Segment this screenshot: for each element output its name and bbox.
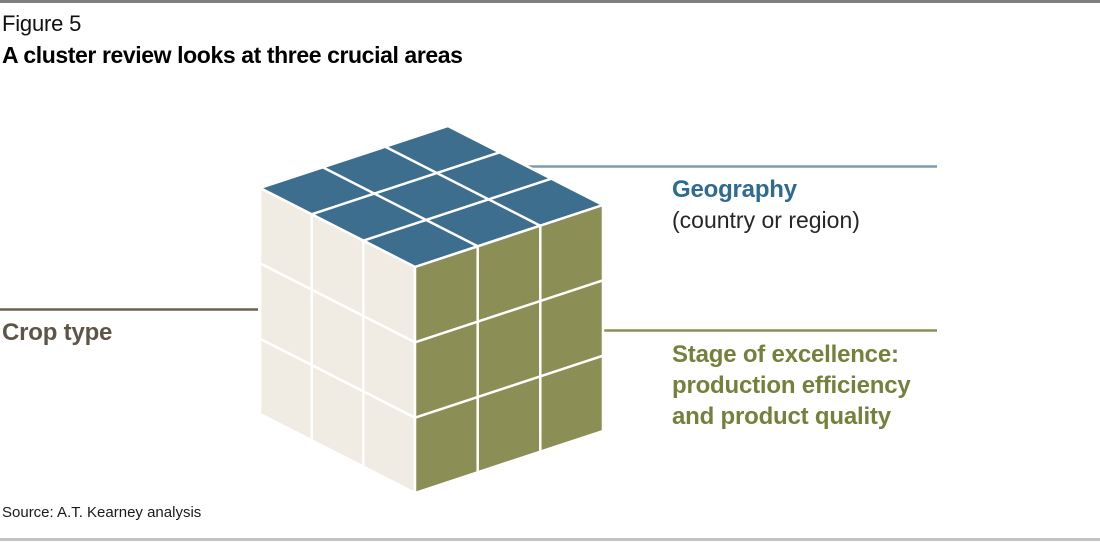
stage-label-group: Stage of excellence: production efficien…: [672, 339, 911, 432]
left-face-grid: [259, 214, 416, 467]
figure-title: A cluster review looks at three crucial …: [2, 42, 463, 68]
top-face-grid: [311, 145, 552, 248]
stage-label-line-3: and product quality: [672, 403, 891, 430]
geography-label-group: Geography (country or region): [672, 174, 860, 236]
bottom-rule: [0, 538, 1100, 541]
source-text: Source: A.T. Kearney analysis: [2, 504, 202, 521]
right-face-grid: [414, 225, 604, 473]
cube: [258, 124, 605, 495]
stage-label-line-2: production efficiency: [672, 372, 911, 399]
figure-label: Figure 5: [2, 11, 82, 36]
stage-label-line-1: Stage of excellence:: [672, 341, 899, 368]
cube-grid-lines: [259, 145, 604, 473]
geography-label: Geography: [672, 176, 797, 203]
top-rule: [0, 0, 1100, 3]
geography-sublabel: (country or region): [672, 207, 860, 233]
crop-type-label: Crop type: [2, 319, 113, 346]
